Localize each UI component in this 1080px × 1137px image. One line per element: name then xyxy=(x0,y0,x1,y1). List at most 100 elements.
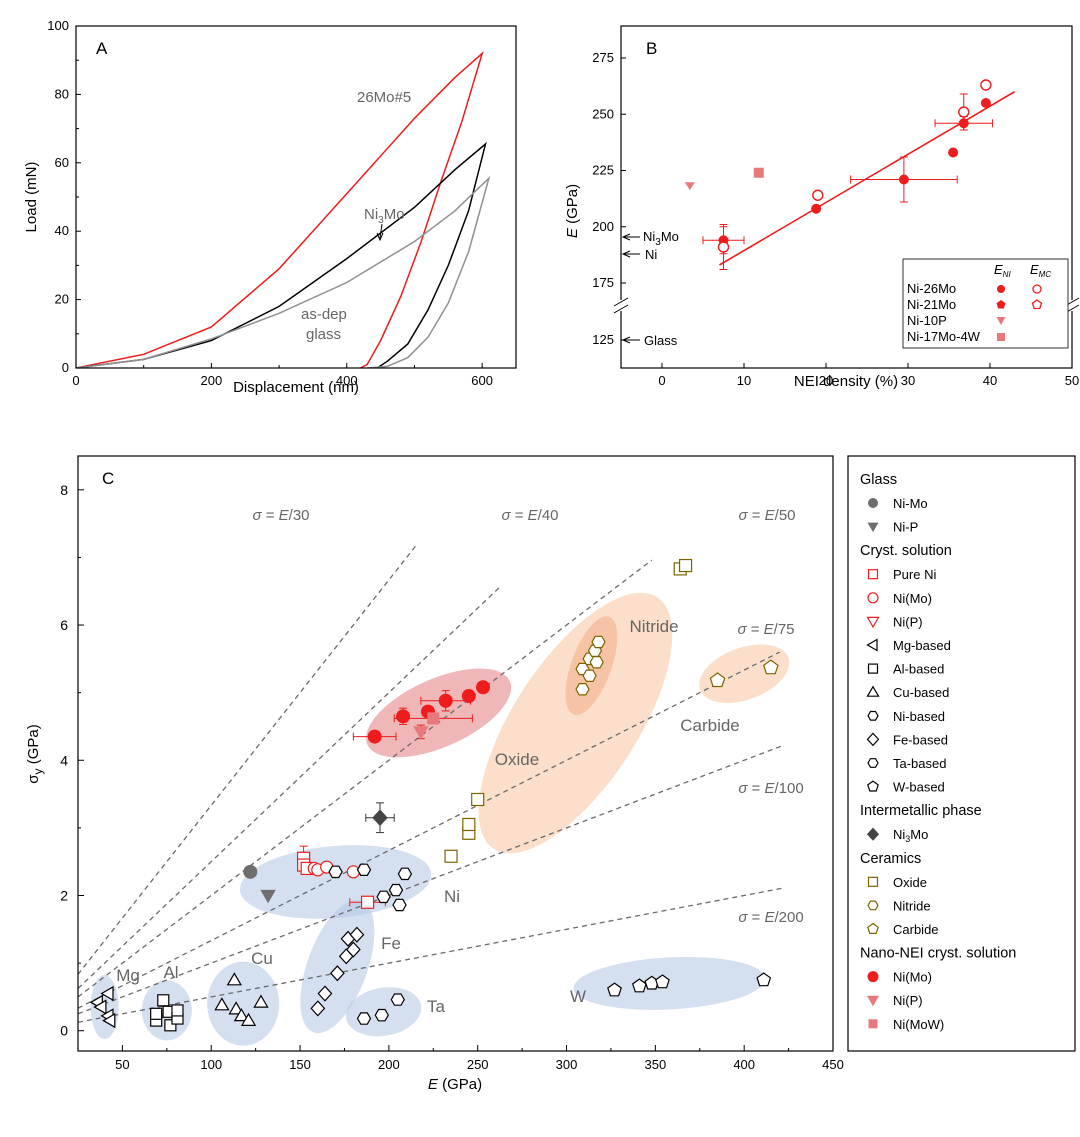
panel-c-xtick-label: 100 xyxy=(200,1057,222,1072)
panel-c-region-label-oxide: Oxide xyxy=(495,750,539,769)
panel-c-legend-marker xyxy=(867,780,879,792)
panel-b-letter: B xyxy=(646,39,657,58)
panel-c-legend-marker xyxy=(868,498,878,508)
panel-c-point-cu-based xyxy=(226,972,242,986)
panel-a-ytick-label: 60 xyxy=(55,155,69,170)
panel-b-point-emc xyxy=(717,241,730,253)
panel-c-point-nano-ni-mo- xyxy=(396,709,411,724)
panel-c-points xyxy=(89,558,779,1032)
panel-c-guide-line xyxy=(78,559,653,998)
panel-c-point-fe-based xyxy=(349,926,365,943)
panel-c-legend-marker xyxy=(867,569,879,580)
panel-a-curve-1 xyxy=(76,141,487,368)
panel-c-point-w-based xyxy=(756,972,772,987)
panel-b-point-emc xyxy=(980,79,992,91)
panel-c-ylabel: σy (GPa) xyxy=(25,724,45,783)
panel-c-point-nano-ni-mo- xyxy=(438,693,453,708)
panel-c-legend-item: Ni-based xyxy=(893,709,945,724)
panel-b-xtick-label: 20 xyxy=(819,373,833,388)
panel-c-point-ni-mo- xyxy=(346,865,360,879)
panel-c-xtick-label: 350 xyxy=(645,1057,667,1072)
panel-c-ytick-label: 2 xyxy=(60,887,68,903)
panel-c-legend-item: Ni(Mo) xyxy=(893,591,932,606)
panel-c-region-label-cu: Cu xyxy=(251,949,273,968)
panel-c-legend-item: Al-based xyxy=(893,662,944,677)
panel-c-legend-item: Pure Ni xyxy=(893,567,936,582)
panel-c-ytick-label: 8 xyxy=(60,482,68,498)
panel-c-point-ni-based xyxy=(397,867,413,881)
panel-c-point-al-based xyxy=(150,1007,163,1020)
panel-c-legend-marker xyxy=(866,732,880,747)
panel-b-xtick-label: 0 xyxy=(658,373,665,388)
panel-c-point-cu-based xyxy=(240,1012,257,1026)
panel-c-letter: C xyxy=(102,469,114,488)
panel-a-xtick-label: 600 xyxy=(471,373,493,388)
panel-c-point-nitride xyxy=(591,635,606,649)
panel-b-points xyxy=(684,79,1016,270)
panel-c-regions-and-guides xyxy=(78,545,790,1046)
panel-c-guide-label: σ = E/50 xyxy=(738,507,795,524)
panel-b-ytick-label: 125 xyxy=(592,332,614,347)
panel-b-ytick-label: 175 xyxy=(592,275,614,290)
panel-c-region-label-ni: Ni xyxy=(444,887,460,906)
panel-c-legend-item: W-based xyxy=(893,780,945,795)
panel-b-ytick-label: 275 xyxy=(592,50,614,65)
panel-a-ytick-label: 20 xyxy=(55,292,69,307)
panel-c-legend-item: Ni(Mo) xyxy=(893,970,932,985)
panel-c-point-fe-based xyxy=(329,965,345,982)
panel-c-point-cu-based xyxy=(253,994,269,1008)
panel-c-point-oxide xyxy=(471,792,485,807)
panel-c-legend-item: Ni3Mo xyxy=(893,827,928,844)
panel-c-point-nitride xyxy=(589,655,604,669)
panel-b-legend-marker-21mo-ni xyxy=(996,300,1006,309)
panel-b-frame xyxy=(620,25,1073,369)
panel-a-xtick-label: 400 xyxy=(336,373,358,388)
panel-c-legend-marker xyxy=(866,685,880,697)
panel-a-xtick-label: 0 xyxy=(72,373,79,388)
panel-c-point-ni-based xyxy=(388,883,404,897)
panel-c-legend-marker xyxy=(867,971,879,983)
panel-c-point-oxide xyxy=(678,558,693,573)
panel-c-point-ni-p-glass xyxy=(260,889,276,904)
panel-b-xlabel: NEI density (%) xyxy=(794,373,898,390)
panel-c-point-nitride xyxy=(575,682,590,696)
panel-a-letter: A xyxy=(96,39,108,58)
panel-b-legend-marker-17mo4w xyxy=(997,333,1005,341)
panel-c-legend-item: Ni-P xyxy=(893,520,918,535)
panel-c-legend-item: Ni(MoW) xyxy=(893,1017,944,1032)
panel-a-ytick-label: 0 xyxy=(62,360,69,375)
panel-b-ref-ni-arrowhead xyxy=(621,250,631,258)
panel-b-break-left-1 xyxy=(613,297,629,307)
panel-c-region-label-fe: Fe xyxy=(381,934,401,953)
panel-b-point-ni17mo4w xyxy=(753,167,764,178)
panel-c-legend-item: Oxide xyxy=(893,875,927,890)
panel-c-guide-label: σ = E/75 xyxy=(737,621,794,638)
panel-b-point-emc xyxy=(958,106,970,118)
panel-a-ticks: 0 200 400 600 0 20 40 60 80 100 xyxy=(47,18,493,388)
panel-c-legend-marker xyxy=(867,663,879,674)
panel-c-legend-section-title: Glass xyxy=(860,472,897,488)
panel-b-legend: ENI EMC Ni-26Mo Ni-21Mo Ni-10P Ni-17Mo-4… xyxy=(902,258,1069,349)
panel-c-ytick-label: 0 xyxy=(60,1023,68,1039)
panel-c-xtick-label: 50 xyxy=(115,1057,129,1072)
panel-c-legend-marker xyxy=(867,876,879,887)
panel-b-ytick-label: 225 xyxy=(592,163,614,178)
panel-c-xtick-label: 200 xyxy=(378,1057,400,1072)
panel-c-legend-marker xyxy=(866,616,880,629)
panel-c-point-fe-based xyxy=(345,941,361,958)
panel-b-ref-glass-arrowhead xyxy=(621,336,631,344)
panel-a-frame xyxy=(75,25,517,369)
panel-c-legend-item: Fe-based xyxy=(893,732,948,747)
panel-c-chart: 50 100 150 200 250 300 350 400 450 0 2 4 6 8 σ = E/30… xyxy=(25,455,1076,1093)
panel-c-region-label-ta: Ta xyxy=(427,997,446,1016)
panel-c-point-ni-based xyxy=(356,863,372,877)
panel-c-legend-marker xyxy=(866,827,880,841)
panel-b-ref-ni3mo-arrowhead xyxy=(621,233,631,241)
panel-c-legend-item: Ta-based xyxy=(893,756,946,771)
panel-c-point-ni-mo-glass xyxy=(243,864,258,879)
panel-c-point-nano-ni-mo- xyxy=(367,729,382,744)
panel-a-ni3mo-arrow xyxy=(379,223,383,239)
panel-a-chart: 0 200 400 600 0 20 40 60 80 100 A 26Mo#5 Ni3Mo as… xyxy=(23,18,517,396)
panel-c-point-ni-based xyxy=(376,890,391,904)
